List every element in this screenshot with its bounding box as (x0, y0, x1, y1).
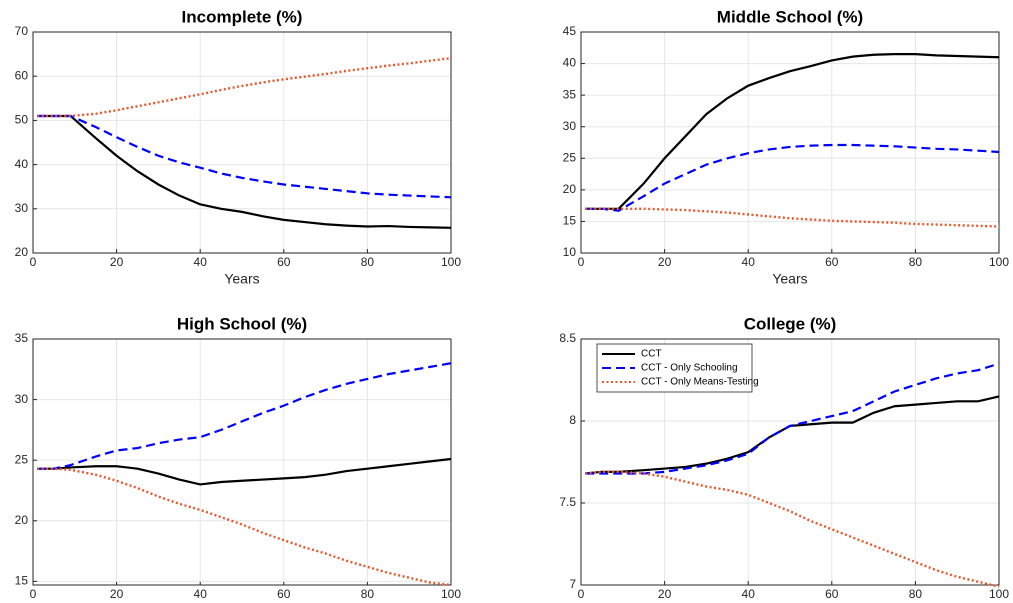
x-tick-label: 0 (578, 587, 585, 598)
axes-box (580, 338, 1000, 586)
x-tick-label: 0 (30, 587, 37, 598)
plot-area (33, 339, 451, 585)
y-tick-label: 10 (563, 245, 577, 259)
x-tick-label: 60 (277, 587, 291, 598)
y-tick-label: 15 (15, 574, 29, 588)
chart-title: Incomplete (%) (182, 7, 303, 26)
x-tick-label: 100 (441, 587, 461, 598)
y-tick-label: 25 (15, 452, 29, 466)
x-tick-label: 20 (110, 587, 124, 598)
y-tick-label: 45 (563, 24, 577, 38)
x-tick-label: 40 (742, 255, 756, 269)
plot-area (33, 32, 451, 253)
chart-title: Middle School (%) (717, 7, 863, 26)
y-tick-label: 7 (569, 577, 576, 591)
series-line (585, 362, 1000, 475)
series-line (37, 467, 452, 587)
series-line (585, 143, 1000, 212)
legend-label: CCT (641, 349, 662, 360)
x-axis-label: Years (772, 271, 807, 287)
series-line (37, 114, 452, 229)
y-tick-label: 15 (563, 214, 577, 228)
series-line (585, 53, 1000, 210)
chart-title: College (%) (744, 314, 837, 333)
x-tick-label: 20 (658, 255, 672, 269)
y-tick-label: 20 (15, 245, 29, 259)
x-tick-label: 60 (825, 587, 839, 598)
x-tick-label: 100 (989, 587, 1009, 598)
x-tick-label: 60 (825, 255, 839, 269)
y-tick-label: 20 (15, 513, 29, 527)
y-tick-label: 30 (563, 119, 577, 133)
y-tick-label: 20 (563, 182, 577, 196)
x-tick-label: 80 (909, 587, 923, 598)
y-tick-label: 40 (15, 157, 29, 171)
x-tick-label: 80 (909, 255, 923, 269)
axes-box (580, 31, 1000, 254)
y-tick-label: 35 (15, 331, 29, 345)
x-axis-label: Years (224, 271, 259, 287)
series-line (37, 114, 452, 199)
y-tick-label: 40 (563, 56, 577, 70)
x-tick-label: 20 (658, 587, 672, 598)
x-tick-label: 40 (194, 255, 208, 269)
x-tick-label: 80 (361, 587, 375, 598)
x-tick-label: 0 (30, 255, 37, 269)
x-tick-label: 40 (194, 587, 208, 598)
x-tick-label: 0 (578, 255, 585, 269)
x-tick-label: 100 (441, 255, 461, 269)
legend-label: CCT - Only Schooling (641, 363, 738, 374)
series-line (37, 362, 452, 470)
y-tick-label: 7.5 (559, 495, 576, 509)
y-tick-label: 60 (15, 68, 29, 82)
chart-title: High School (%) (177, 314, 307, 333)
panel: 0 20 40 60 80 100 10 15 20 25 30 35 40 45 Middle Schoo… (563, 7, 1010, 286)
y-tick-label: 8 (569, 413, 576, 427)
y-tick-label: 30 (15, 201, 29, 215)
series-line (585, 470, 1000, 588)
y-tick-label: 25 (563, 150, 577, 164)
axes-box (32, 31, 452, 254)
series-line (37, 56, 452, 118)
legend-label: CCT - Only Means-Testing (641, 377, 759, 388)
x-tick-label: 40 (742, 587, 756, 598)
axes-box (32, 338, 452, 586)
x-tick-label: 60 (277, 255, 291, 269)
x-tick-label: 100 (989, 255, 1009, 269)
series-line (37, 457, 452, 486)
x-tick-label: 80 (361, 255, 375, 269)
y-tick-label: 70 (15, 24, 29, 38)
y-tick-label: 35 (563, 87, 577, 101)
plot-area (581, 32, 999, 253)
y-tick-label: 8.5 (559, 331, 576, 345)
x-tick-label: 20 (110, 255, 124, 269)
y-tick-label: 50 (15, 113, 29, 127)
y-tick-label: 30 (15, 392, 29, 406)
